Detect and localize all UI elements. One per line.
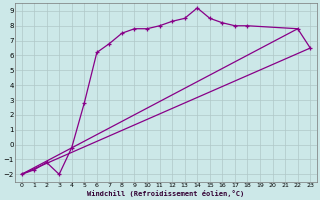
X-axis label: Windchill (Refroidissement éolien,°C): Windchill (Refroidissement éolien,°C) [87,190,244,197]
